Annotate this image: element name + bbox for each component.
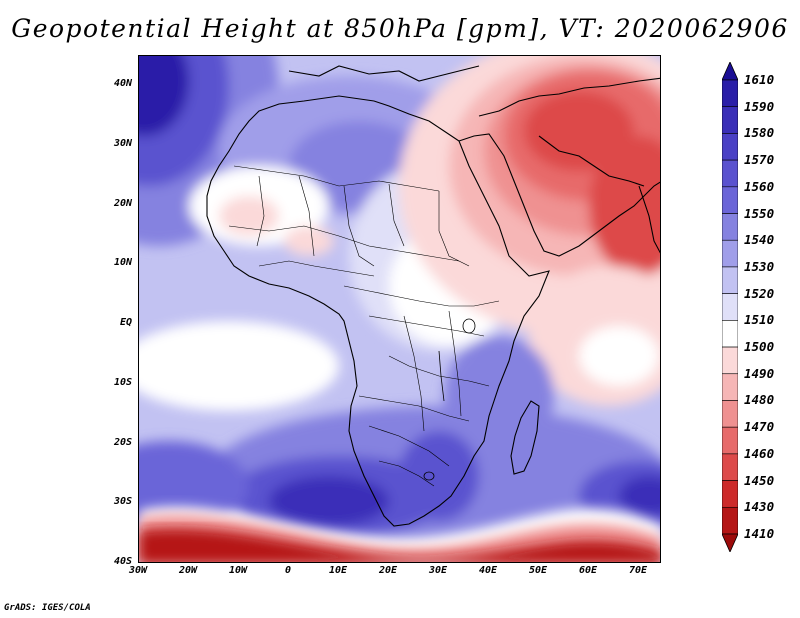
colorbar-swatch bbox=[722, 293, 738, 321]
lon-label: 40E bbox=[478, 565, 498, 576]
colorbar-level-label: 1530 bbox=[744, 258, 775, 274]
colorbar-swatch bbox=[722, 133, 738, 161]
colorbar-top-arrow bbox=[722, 62, 738, 81]
colorbar-level-label: 1470 bbox=[744, 419, 775, 435]
colorbar-level-label: 1430 bbox=[744, 499, 775, 515]
lat-label: EQ bbox=[119, 317, 132, 328]
colorbar-swatch bbox=[722, 239, 738, 268]
lon-label: 0 bbox=[284, 565, 292, 576]
colorbar-swatch bbox=[722, 186, 738, 214]
lat-label: 40S bbox=[113, 556, 132, 567]
colorbar-level-label: 1580 bbox=[744, 125, 775, 141]
lon-label: 60E bbox=[578, 565, 598, 576]
map-title: Geopotential Height at 850hPa [gpm], VT:… bbox=[11, 14, 789, 43]
colorbar-swatch bbox=[722, 346, 738, 375]
colorbar-swatch bbox=[722, 213, 738, 241]
colorbar-swatch bbox=[722, 159, 738, 188]
colorbar-swatch bbox=[722, 106, 738, 134]
lat-label: 20N bbox=[113, 197, 132, 209]
colorbar-swatch bbox=[722, 320, 738, 348]
lon-label: 20W bbox=[178, 565, 198, 576]
colorbar-level-label: 1560 bbox=[744, 178, 775, 194]
lon-label: 10W bbox=[228, 565, 248, 576]
colorbar bbox=[722, 62, 738, 552]
colorbar-swatch bbox=[722, 400, 738, 428]
colorbar-level-label: 1490 bbox=[744, 365, 775, 381]
lat-label: 40N bbox=[113, 78, 132, 89]
coastlines bbox=[206, 65, 660, 527]
field-contours bbox=[139, 56, 660, 546]
colorbar-level-label: 1550 bbox=[744, 205, 775, 221]
lon-label: 70E bbox=[628, 565, 648, 576]
lat-label: 20S bbox=[113, 436, 132, 448]
colorbar-level-label: 1610 bbox=[744, 72, 775, 87]
colorbar-swatch bbox=[722, 373, 738, 401]
lon-label: 30E bbox=[428, 565, 448, 576]
lon-label: 30W bbox=[128, 565, 148, 576]
map-panel bbox=[138, 55, 661, 563]
geopotential-field bbox=[139, 56, 660, 562]
country-borders bbox=[228, 165, 500, 487]
lon-label: 20E bbox=[378, 565, 398, 576]
colorbar-swatch bbox=[722, 79, 738, 108]
lat-label: 30N bbox=[113, 137, 132, 149]
lat-label: 10S bbox=[113, 376, 132, 388]
lat-label: 10N bbox=[113, 257, 132, 269]
colorbar-level-label: 1450 bbox=[744, 472, 775, 488]
colorbar-swatch bbox=[722, 453, 738, 481]
southern-belt-darkred bbox=[139, 528, 660, 562]
colorbar-level-label: 1410 bbox=[744, 526, 775, 541]
colorbar-level-label: 1460 bbox=[744, 445, 775, 461]
colorbar-swatch bbox=[722, 266, 738, 294]
colorbar-level-label: 1500 bbox=[744, 339, 775, 355]
colorbar-level-label: 1570 bbox=[744, 152, 775, 168]
colorbar-level-label: 1480 bbox=[744, 392, 775, 408]
colorbar-level-label: 1510 bbox=[744, 312, 775, 328]
colorbar-bottom-arrow bbox=[722, 533, 738, 552]
colorbar-swatch bbox=[722, 480, 738, 508]
colorbar-swatch bbox=[722, 506, 738, 535]
grads-credit: GrADS: IGES/COLA bbox=[4, 603, 91, 613]
colorbar-swatch bbox=[722, 426, 738, 455]
colorbar-level-label: 1590 bbox=[744, 98, 775, 114]
lon-label: 10E bbox=[328, 565, 348, 576]
lakes bbox=[423, 318, 476, 481]
colorbar-level-label: 1520 bbox=[744, 285, 775, 301]
colorbar-level-label: 1540 bbox=[744, 232, 775, 248]
lat-label: 30S bbox=[113, 496, 132, 508]
lon-label: 50E bbox=[528, 565, 548, 576]
